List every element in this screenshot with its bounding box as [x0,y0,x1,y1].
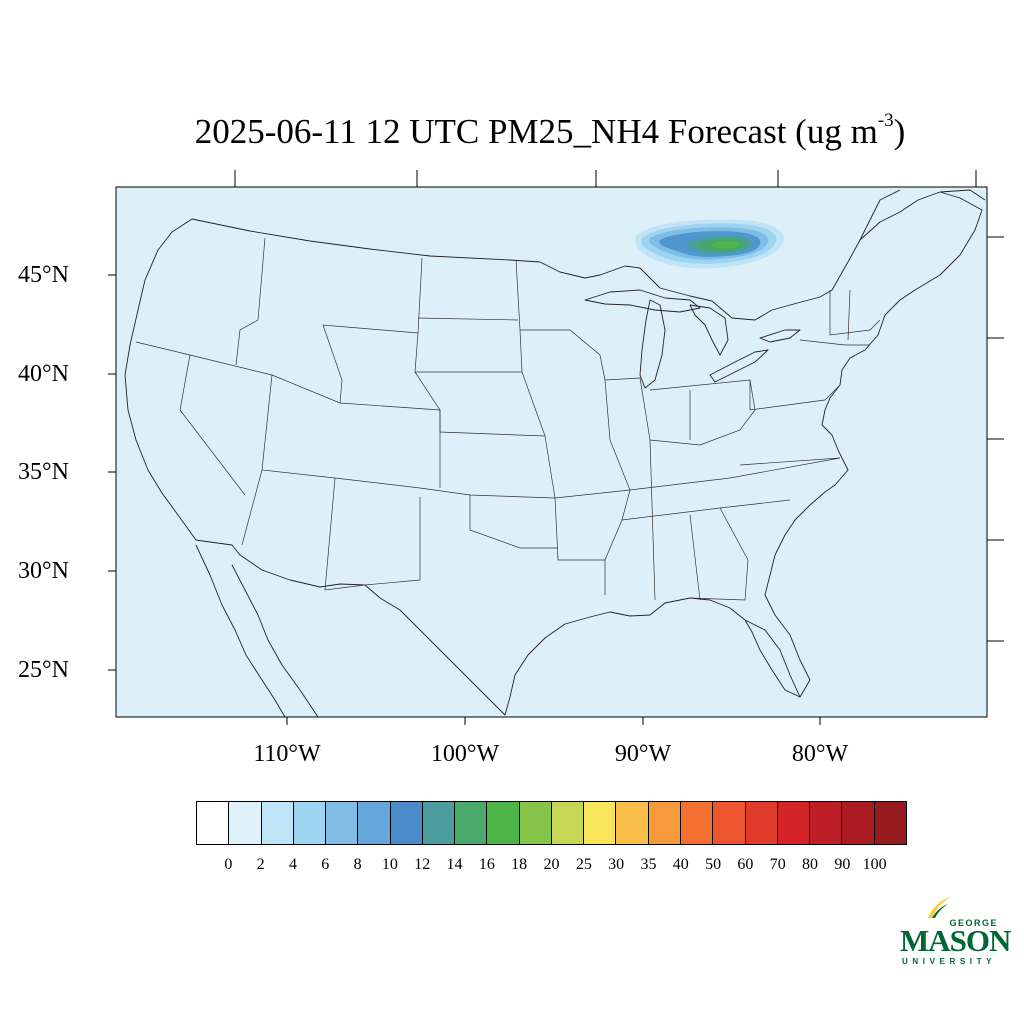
colorbar-tick-label: 40 [672,856,689,873]
colorbar-cell [390,802,423,844]
colorbar-tick-label: 25 [575,856,592,873]
mexico-coast [231,564,319,718]
colorbar-tick-label: 100 [862,856,887,873]
colorbar-tick-label: 90 [834,856,851,873]
plume-level-16 [710,241,739,249]
colorbar-cell [584,802,617,844]
lon-label: 80°W [791,741,849,767]
logo-swoosh-icon [928,897,951,918]
colorbar [196,801,907,845]
colorbar-cell [487,802,520,844]
colorbar-tick-label: 10 [381,856,398,873]
colorbar-tick-label: 50 [705,856,722,873]
colorbar-cell [326,802,359,844]
colorbar-tick-label: 80 [802,856,819,873]
map-title: 2025-06-11 12 UTC PM25_NH4 Forecast (ug … [0,110,1024,152]
lon-label: 110°W [253,741,321,767]
colorbar-tick-label: 60 [737,856,754,873]
colorbar-cell [680,802,714,844]
colorbar-cell [551,802,585,844]
colorbar-cell [777,802,811,844]
colorbar-cell [293,802,327,844]
colorbar-cell [455,802,488,844]
lat-label: 40°N [18,361,69,387]
great-lake-erie [709,349,769,383]
colorbar-cell [358,802,391,844]
great-lake-superior [584,289,701,313]
lon-label: 100°W [430,741,500,767]
us-outline [124,191,983,716]
lon-label: 90°W [614,741,672,767]
great-lake-ontario [759,329,801,343]
logo-line-mason: MASON [900,923,1011,958]
colorbar-tick-label: 6 [321,856,330,873]
lat-label: 45°N [18,262,69,288]
map-background [115,186,988,718]
colorbar-cell [197,802,230,844]
colorbar-cell [229,802,262,844]
great-lake-huron [689,304,729,356]
concentration-plume [635,219,785,269]
title-superscript: -3 [877,110,894,132]
florida-peninsula [744,619,801,698]
colorbar-tick-label: 35 [640,856,657,873]
colorbar-cell [519,802,552,844]
coastline-boundaries [124,189,986,718]
colorbar-tick-label: 2 [256,856,265,873]
title-close: ) [893,112,906,151]
colorbar-cell [422,802,456,844]
colorbar-tick-label: 20 [543,856,560,873]
logo-line-university: UNIVERSITY [902,957,997,966]
state-boundaries [135,237,881,601]
colorbar-cell [874,802,906,844]
george-mason-logo: GEORGE MASON UNIVERSITY [898,896,1011,966]
great-lake-michigan [639,299,666,389]
colorbar-cell [261,802,294,844]
colorbar-tick-label: 4 [288,856,297,873]
tick-marks [108,170,1004,725]
colorbar-tick-label: 0 [224,856,233,873]
colorbar-cell [616,802,649,844]
lat-label: 30°N [18,558,69,584]
colorbar-tick-label: 12 [414,856,431,873]
title-text: 2025-06-11 12 UTC PM25_NH4 Forecast (ug … [194,112,878,151]
canada-coast [859,189,986,241]
colorbar-cell [842,802,875,844]
colorbar-tick-label: 30 [608,856,625,873]
baja-coast [195,544,286,718]
colorbar-cell [713,802,746,844]
lat-label: 35°N [18,459,69,485]
lat-label: 25°N [18,657,69,683]
colorbar-tick-label: 14 [446,856,463,873]
colorbar-cell [810,802,843,844]
colorbar-tick-label: 16 [478,856,495,873]
colorbar-tick-label: 70 [769,856,786,873]
colorbar-cell [648,802,681,844]
colorbar-cell [745,802,778,844]
colorbar-tick-label: 18 [511,856,528,873]
colorbar-tick-label: 8 [353,856,362,873]
logo-line-george: GEORGE [949,918,998,928]
